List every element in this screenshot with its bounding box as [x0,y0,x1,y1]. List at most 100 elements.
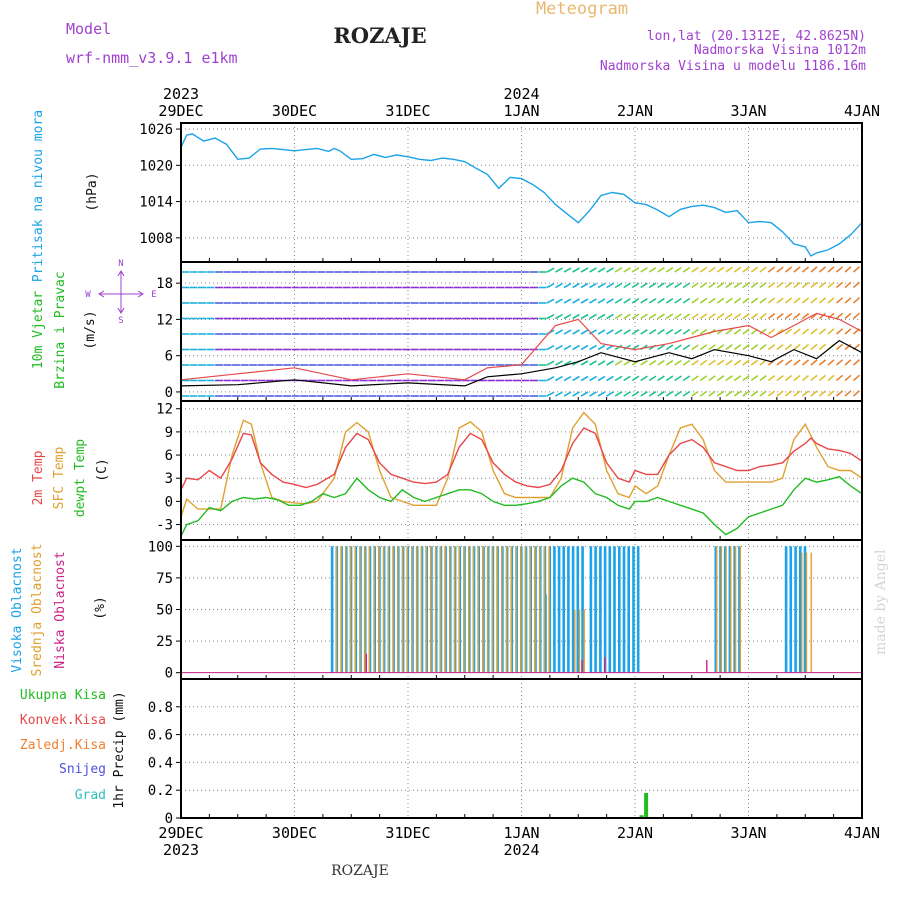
pressure-series-line [180,133,863,257]
temp-label-sfc: SFC Temp [52,447,67,510]
wind-barb [657,266,665,273]
wind-barb [784,312,793,320]
cloud-bar [383,546,385,673]
wind-barb [589,267,597,273]
wind-barb [852,281,861,289]
wind-barb [801,328,810,335]
wind-barb [725,359,733,366]
y-tick-label: 0.2 [148,783,173,799]
wind-barb [810,374,818,382]
cloud-bar [801,552,803,673]
legend-convective-rain: Konvek.Kisa [20,713,106,728]
wind-barb [844,374,852,382]
wind-barb [708,266,716,273]
wind-barb [657,282,665,289]
wind-barb [665,344,674,351]
wind-barb [810,390,818,397]
x-tick-label: 4JAN [844,824,880,842]
temp-label-dew: dewpt Temp [73,439,88,517]
wind-barb [852,297,861,304]
wind-barb [682,313,691,320]
wind-barb [716,282,725,289]
wind-barb [682,344,691,351]
y-tick-label: 1008 [139,231,173,247]
wind-barb [810,297,818,304]
wind-speed-line [180,339,863,387]
wind-barb [784,343,793,351]
wind-barb [801,390,810,397]
wind-barb [665,266,674,273]
wind-barb [844,281,852,289]
wind-barb [631,313,640,320]
wind-barb [657,313,665,320]
wind-barb [623,344,631,351]
wind-barb [555,267,563,273]
wind-barb [784,266,793,273]
wind-barb [623,313,631,320]
cloud-bar [719,546,722,673]
credit-text: made by Angel [873,549,889,655]
wind-barb [623,375,631,382]
wind-barb [784,297,793,304]
cloud-bar [632,546,635,673]
wind-barb [555,282,563,289]
wind-barb [725,375,733,382]
wind-barb [597,344,606,351]
wind-barb [597,391,606,397]
wind-barb [699,390,708,397]
cloud-bar [335,546,338,673]
footer-location: ROZAJE [331,863,389,879]
wind-barb [716,375,725,382]
cloud-bar [529,546,531,673]
cloud-bar [439,546,442,673]
wind-barb [563,329,572,335]
wind-barb [750,282,759,289]
wind-barb [648,375,657,382]
cloud-bar [425,546,427,673]
x-year-label: 2024 [503,85,539,103]
wind-barb [827,312,835,320]
wind-barb [716,297,725,304]
cloud-bar [799,546,802,673]
cloud-bar [420,546,423,673]
wind-barb [725,344,733,351]
wind-barb [699,375,708,382]
wind-barb [614,267,623,273]
y-tick-label: 1026 [139,122,173,138]
cloud-bar [472,546,475,673]
wind-barb [827,374,835,382]
compass-north: N [118,259,123,269]
wind-barb [691,390,699,397]
cloud-bar [454,546,456,673]
pressure-unit: (hPa) [85,172,100,211]
wind-barb [623,298,631,304]
wind-barb [597,360,606,366]
cloud-label-high: Visoka Oblacnost [10,547,25,672]
cloud-bar [734,546,737,673]
wind-barb [810,343,818,351]
cloud-bar [543,546,546,673]
wind-barb [597,282,606,289]
cloud-bar [604,657,606,673]
wind-barb [750,390,759,397]
wind-barb [801,281,810,289]
cloud-bar [608,546,612,673]
cloud-bar [430,546,432,673]
wind-barb [665,297,674,304]
wind-barb [546,391,555,397]
y-tick-label: 25 [156,634,173,650]
y-tick-label: 100 [148,539,173,555]
wind-barb [733,390,742,397]
cloud-bar [373,546,375,673]
wind-barb [835,281,844,289]
wind-barb [674,313,682,320]
wind-barb [674,297,682,304]
cloud-bar [576,546,580,673]
sfc-temp-line [180,411,863,518]
cloud-bar [449,546,451,673]
compass-rose: N S E W [85,259,156,326]
cloud-bar [733,546,736,673]
wind-barb [563,282,572,289]
x-year-label: 2023 [163,85,199,103]
wind-barb [767,281,776,289]
